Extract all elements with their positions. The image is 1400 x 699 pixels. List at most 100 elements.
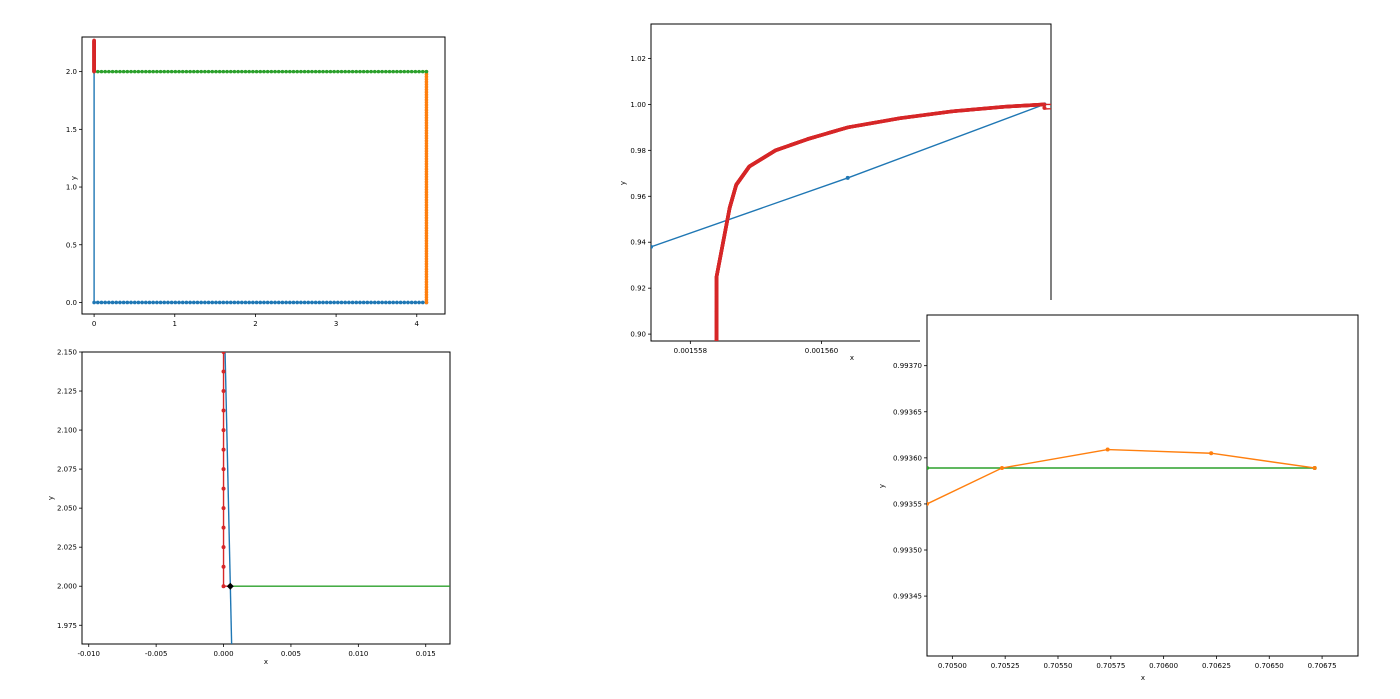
series-red-point	[974, 107, 978, 112]
series-orange-point	[424, 92, 429, 97]
series-red-point	[838, 127, 843, 132]
series-red-point	[797, 140, 801, 144]
series-red-point	[714, 278, 719, 282]
series-red-point	[715, 271, 720, 276]
series-red-point	[714, 310, 719, 315]
series-blue-point	[147, 300, 152, 305]
series-red-point	[809, 136, 814, 140]
series-red-point	[769, 151, 774, 155]
series-red-point	[714, 317, 719, 321]
series-red-point	[753, 161, 757, 165]
series-red-point	[724, 224, 728, 228]
series-red-point	[788, 143, 792, 148]
series-orange-point	[424, 87, 429, 92]
series-red-point	[221, 486, 226, 491]
series-green-point	[136, 69, 141, 74]
series-red-point	[947, 109, 952, 114]
series-red-point	[933, 111, 938, 116]
series-red-point	[770, 150, 775, 155]
series-red-point	[730, 195, 735, 200]
series-green-point	[313, 69, 318, 74]
series-blue-point	[214, 300, 218, 305]
series-red-point	[725, 220, 729, 224]
series-red-point	[1005, 104, 1010, 109]
series-red-point	[728, 204, 732, 209]
series-red-point	[714, 307, 719, 311]
series-red-point	[722, 236, 726, 241]
series-red-point	[1022, 103, 1026, 108]
series-red-point	[774, 148, 779, 152]
series-red-point	[725, 218, 730, 222]
series-green-point	[158, 69, 163, 74]
series-red-point	[936, 111, 940, 116]
series-red-point	[900, 116, 905, 120]
series-red-point	[907, 115, 912, 119]
series-red-point	[772, 149, 776, 154]
series-red-point	[729, 201, 733, 206]
series-red-point	[1038, 102, 1042, 107]
series-red-point	[720, 247, 724, 251]
series-green-point	[114, 69, 119, 74]
series-orange-point	[424, 180, 429, 184]
series-red-point	[763, 155, 767, 159]
series-red-point	[789, 142, 794, 147]
series-red-point	[1030, 103, 1035, 107]
series-red-point	[904, 115, 908, 120]
series-red-point	[779, 146, 784, 151]
series-red-point	[716, 263, 721, 268]
series-red-point	[714, 329, 719, 333]
series-red-point	[720, 245, 725, 249]
series-red-point	[783, 145, 787, 149]
series-red-point	[719, 251, 723, 256]
series-red-point	[988, 106, 993, 110]
series-red-point	[1031, 103, 1036, 107]
series-orange-point	[1000, 465, 1005, 470]
y-tick-label: 0.5	[66, 241, 77, 249]
series-red-point	[714, 311, 719, 315]
series-red-point	[746, 166, 750, 170]
series-red-point	[1016, 104, 1021, 108]
series-green-point	[424, 69, 429, 74]
series-red-point	[880, 119, 884, 124]
series-red-point	[718, 256, 722, 261]
series-red-point	[92, 45, 96, 49]
series-orange-point	[424, 218, 429, 223]
series-red-point	[92, 59, 96, 64]
series-red-point	[92, 60, 96, 65]
series-red-point	[882, 119, 886, 123]
series-red-point	[1041, 102, 1046, 107]
series-red-point	[92, 50, 96, 55]
series-red-point	[781, 145, 785, 150]
series-red-point	[770, 150, 774, 155]
series-red-point	[966, 108, 971, 112]
series-orange-point	[424, 246, 429, 251]
series-green-point	[203, 69, 207, 74]
series-red-point	[729, 198, 734, 203]
series-orange-point	[424, 123, 429, 128]
series-green-point	[132, 69, 137, 74]
series-red-point	[806, 137, 810, 141]
series-red-point	[92, 49, 96, 53]
series-red-point	[731, 193, 736, 198]
series-orange-point	[424, 115, 429, 120]
series-red-point	[1017, 104, 1021, 108]
series-red-point	[741, 172, 746, 177]
series-red-point	[717, 261, 721, 266]
series-green-point	[409, 69, 414, 74]
series-red-point	[932, 111, 936, 116]
series-red-point	[738, 177, 742, 182]
series-red-point	[714, 284, 719, 288]
series-red-point	[815, 134, 820, 138]
series-red-point	[734, 182, 739, 186]
series-blue-point	[398, 300, 403, 305]
series-red-point	[877, 119, 882, 124]
series-red-point	[714, 312, 719, 317]
series-red-point	[714, 327, 719, 331]
series-orange-point	[424, 136, 429, 141]
series-blue-point	[136, 300, 141, 305]
series-red-point	[785, 144, 790, 149]
series-red-point	[811, 135, 815, 140]
series-green-point	[258, 69, 263, 74]
series-red-point	[720, 245, 724, 250]
series-red-point	[726, 212, 731, 217]
